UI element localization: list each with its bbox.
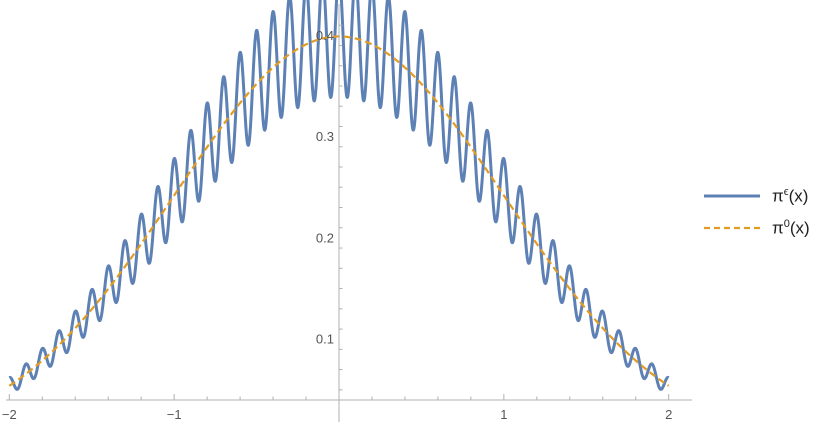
y-tick-label: 0.4 <box>316 28 334 43</box>
x-tick-label: 1 <box>500 407 507 422</box>
y-tick-label: 0.1 <box>316 332 334 347</box>
y-tick-label: 0.2 <box>316 230 334 245</box>
x-tick-label: 2 <box>665 407 672 422</box>
x-tick-label: −1 <box>167 407 182 422</box>
x-tick-label: −2 <box>2 407 17 422</box>
legend-swatch-dashed <box>704 226 760 230</box>
y-tick-label: 0.3 <box>316 129 334 144</box>
legend-swatch-solid <box>704 194 760 198</box>
axes-layer: −2 −1 1 2 0.1 0.2 0.3 0.4 <box>2 4 692 422</box>
series-line-pi-epsilon <box>8 0 670 391</box>
legend-item-pi-epsilon: πϵ(x) <box>700 180 825 212</box>
legend: πϵ(x) π0(x) <box>700 180 825 244</box>
legend-label-pi-epsilon: πϵ(x) <box>772 185 809 206</box>
legend-label-pi-zero: π0(x) <box>772 217 810 238</box>
legend-item-pi-zero: π0(x) <box>700 212 825 244</box>
